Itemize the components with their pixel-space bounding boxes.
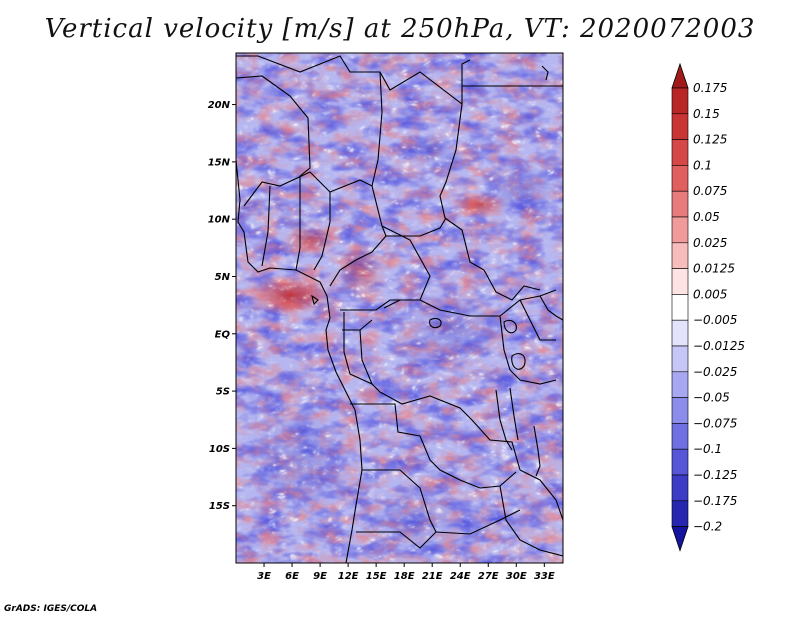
- colorbar-label: 0.025: [693, 236, 727, 250]
- colorbar-box: [671, 474, 689, 502]
- lat-tick-label: 5N: [215, 272, 231, 283]
- lon-tick-label: 27E: [478, 571, 499, 582]
- map-frame: [235, 52, 564, 564]
- colorbar-label: 0.15: [693, 107, 720, 121]
- lon-tick-label: 9E: [313, 571, 327, 582]
- country-borders: [236, 55, 563, 563]
- lat-tick-label: 15N: [208, 157, 231, 168]
- colorbar-label: −0.075: [693, 416, 737, 430]
- lon-tick-label: 30E: [506, 571, 527, 582]
- lat-tick-label: 10S: [209, 444, 230, 455]
- velocity-field: [236, 53, 563, 563]
- colorbar-top-arrow: [671, 62, 689, 89]
- lon-tick-label: 24E: [450, 571, 471, 582]
- colorbar-box: [671, 319, 689, 347]
- colorbar-label: −0.005: [693, 313, 737, 327]
- lat-tick-label: 15S: [209, 501, 230, 512]
- colorbar-box: [671, 87, 689, 115]
- lon-tick-label: 6E: [285, 571, 299, 582]
- lon-tick-label: 33E: [534, 571, 555, 582]
- colorbar-label: 0.05: [693, 210, 720, 224]
- colorbar-box: [671, 139, 689, 166]
- colorbar-label: 0.125: [693, 133, 727, 147]
- colorbar-label: 0.005: [693, 287, 727, 301]
- colorbar-box: [671, 268, 689, 295]
- lat-tick-label: 20N: [208, 100, 231, 111]
- colorbar-box: [671, 448, 689, 476]
- colorbar-box: [671, 345, 689, 373]
- colorbar-box: [671, 371, 689, 398]
- lon-tick-label: 18E: [394, 571, 415, 582]
- colorbar-box: [671, 165, 689, 192]
- lon-tick-label: 15E: [366, 571, 387, 582]
- colorbar-box: [671, 423, 689, 450]
- colorbar-box: [671, 500, 689, 527]
- colorbar-label: −0.05: [693, 391, 730, 405]
- colorbar-box: [671, 113, 689, 140]
- colorbar-label: −0.0125: [693, 339, 745, 353]
- colorbar-label: −0.1: [693, 442, 722, 456]
- footer-credit: GrADS: IGES/COLA: [4, 604, 98, 614]
- lat-axis: 20N 15N 10N 5N EQ 5S 10S 15S: [208, 100, 236, 512]
- colorbar-box: [671, 190, 689, 218]
- lon-tick-label: 3E: [257, 571, 271, 582]
- colorbar-label: −0.025: [693, 365, 737, 379]
- lon-axis: 3E 6E 9E 12E 15E 18E 21E 24E 27E 30E 33E: [257, 563, 555, 582]
- colorbar-label: −0.125: [693, 468, 737, 482]
- colorbar-labels: 0.175 0.15 0.125 0.1 0.075 0.05 0.025 0.0125 0.0…: [693, 81, 745, 534]
- lat-tick-label: EQ: [215, 329, 231, 340]
- lat-tick-label: 5S: [216, 387, 230, 398]
- colorbar-box: [671, 294, 689, 321]
- colorbar-label: 0.0125: [693, 262, 735, 276]
- colorbar-bottom-arrow: [671, 526, 689, 552]
- colorbar-label: 0.075: [693, 184, 727, 198]
- colorbar-label: 0.1: [693, 158, 712, 172]
- colorbar-label: −0.175: [693, 494, 737, 508]
- lat-tick-label: 10N: [208, 215, 231, 226]
- colorbar-label: −0.2: [693, 520, 722, 534]
- colorbar-box: [671, 216, 689, 244]
- colorbar-box: [671, 242, 689, 269]
- lon-tick-label: 12E: [338, 571, 359, 582]
- lon-tick-label: 21E: [422, 571, 443, 582]
- chart-title: Vertical velocity [m/s] at 250hPa, VT: 2…: [44, 14, 756, 44]
- colorbar-box: [671, 397, 689, 424]
- colorbar-boxes: [671, 62, 689, 552]
- colorbar-label: 0.175: [693, 81, 727, 95]
